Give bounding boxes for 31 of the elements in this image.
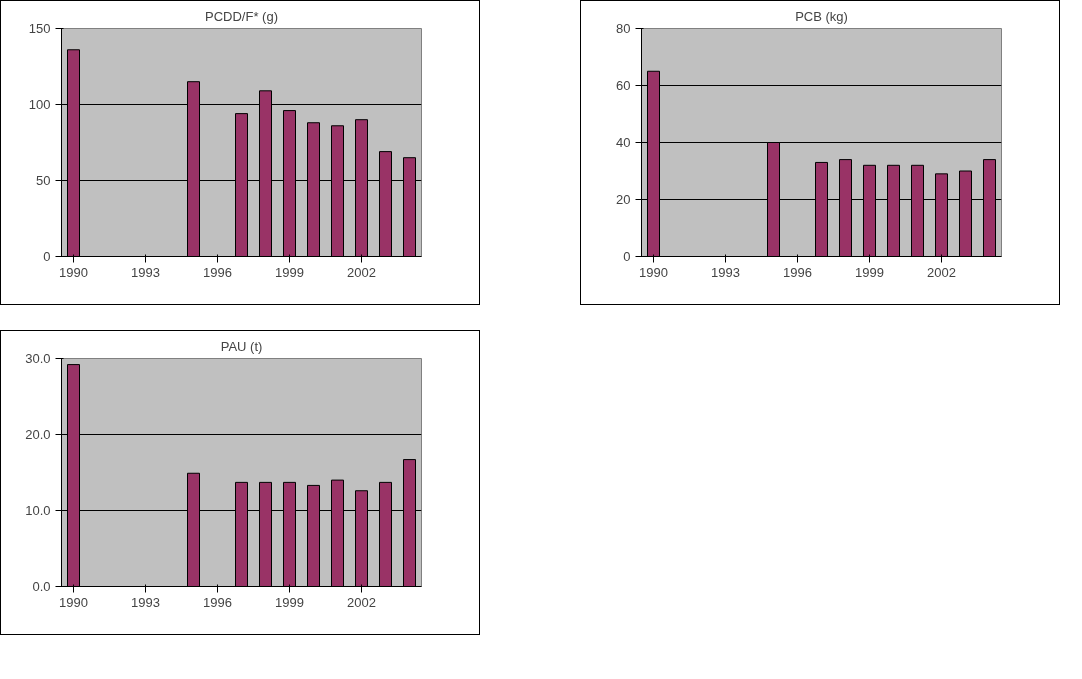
x-tick-label: 1993 — [131, 264, 160, 280]
y-tick-label: 0 — [623, 249, 631, 264]
x-tick-label: 1996 — [203, 594, 232, 610]
y-tick-label: 40 — [616, 135, 631, 150]
x-tick-label: 1996 — [203, 264, 232, 280]
y-tick-label: 20 — [616, 192, 631, 207]
x-tick-label: 1993 — [131, 594, 160, 610]
x-tick-label: 1996 — [783, 264, 812, 280]
y-tick-label: 100 — [28, 97, 51, 112]
x-tick-label: 1990 — [59, 594, 88, 610]
x-tick-label: 2002 — [347, 594, 376, 610]
x-tick-label: 1990 — [59, 264, 88, 280]
y-tick-label: 50 — [36, 173, 51, 188]
x-tick-label: 1993 — [711, 264, 740, 280]
y-tick-label: 10.0 — [25, 503, 51, 518]
y-tick-label: 0.0 — [32, 579, 51, 594]
x-tick-label: 1999 — [275, 594, 304, 610]
x-tick-label: 1990 — [639, 264, 668, 280]
chart-title: PCDD/F* (g) — [205, 8, 278, 24]
x-tick-label: 2002 — [927, 264, 956, 280]
chart-title: PAU (t) — [220, 338, 263, 354]
y-tick-label: 20.0 — [25, 427, 51, 442]
y-tick-label: 60 — [616, 78, 631, 93]
y-tick-label: 0 — [43, 249, 51, 264]
chart-title: PCB (kg) — [795, 8, 848, 24]
x-tick-label: 1999 — [855, 264, 884, 280]
y-tick-label: 150 — [28, 21, 51, 36]
y-tick-label: 30.0 — [25, 351, 51, 366]
x-tick-label: 1999 — [275, 264, 304, 280]
y-tick-label: 80 — [616, 21, 631, 36]
x-tick-label: 2002 — [347, 264, 376, 280]
